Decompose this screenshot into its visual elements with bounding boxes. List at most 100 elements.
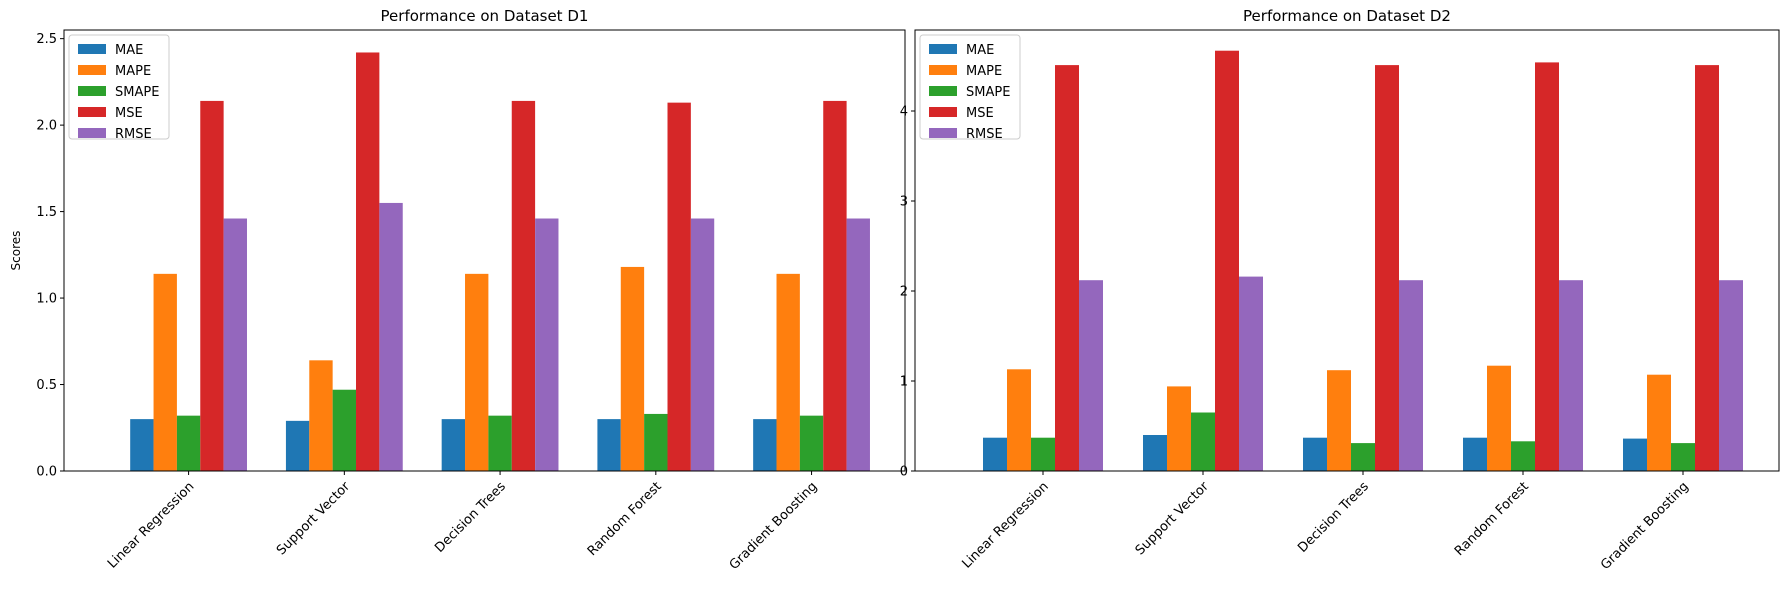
bar-mse-4 bbox=[1535, 62, 1559, 472]
bar-mse-5 bbox=[823, 100, 847, 471]
legend-swatch-smape bbox=[78, 86, 106, 96]
x-tick-label: Decision Trees bbox=[1295, 479, 1372, 556]
legend-label-mae: MAE bbox=[966, 43, 994, 58]
bar-mape-4 bbox=[1487, 365, 1511, 471]
bar-mse-2 bbox=[356, 52, 380, 471]
bar-mape-3 bbox=[465, 273, 489, 471]
bar-mse-3 bbox=[1375, 65, 1399, 471]
plot-frame bbox=[63, 29, 906, 472]
y-tick-label: 2.0 bbox=[36, 119, 57, 134]
bar-rmse-4 bbox=[690, 218, 715, 471]
bar-mape-2 bbox=[309, 360, 333, 471]
legend-label-mae: MAE bbox=[115, 43, 143, 58]
y-tick-label: 1.5 bbox=[36, 205, 57, 220]
legend-swatch-mape bbox=[78, 65, 106, 75]
chart-title: Performance on Dataset D2 bbox=[1243, 7, 1451, 25]
bar-mape-1 bbox=[153, 273, 177, 471]
bar-mae-3 bbox=[1303, 437, 1327, 471]
bar-mape-3 bbox=[1327, 370, 1351, 471]
bar-smape-1 bbox=[176, 415, 201, 471]
legend: MAE MAPE SMAPE MSE RMSE bbox=[68, 34, 170, 142]
legend-swatch-mse bbox=[929, 107, 957, 117]
bar-mse-1 bbox=[1055, 65, 1079, 471]
chart-title: Performance on Dataset D1 bbox=[381, 7, 589, 25]
legend-label-mse: MSE bbox=[966, 106, 994, 121]
bar-smape-4 bbox=[1511, 441, 1535, 471]
y-tick-label: 2.5 bbox=[36, 32, 57, 47]
y-tick-label: 4 bbox=[900, 105, 908, 120]
y-tick-label: 0.0 bbox=[36, 465, 57, 480]
bar-mape-5 bbox=[776, 273, 800, 471]
bar-rmse-3 bbox=[1399, 280, 1423, 471]
bar-mae-5 bbox=[753, 419, 777, 471]
y-tick-label: 1 bbox=[900, 375, 908, 390]
bar-mape-5 bbox=[1647, 374, 1671, 471]
legend-label-mape: MAPE bbox=[115, 64, 151, 79]
y-tick-label: 3 bbox=[900, 195, 908, 210]
legend-swatch-rmse bbox=[929, 128, 957, 138]
bar-rmse-4 bbox=[1559, 280, 1583, 471]
bar-rmse-1 bbox=[223, 218, 247, 471]
bar-rmse-3 bbox=[535, 218, 559, 471]
bar-rmse-2 bbox=[1239, 276, 1263, 471]
x-tick-label: Linear Regression bbox=[105, 479, 197, 571]
chart-panel-1: Performance on Dataset D1 Scores 0.0 0.5 1.0… bbox=[9, 7, 906, 573]
y-tick-label: 0.5 bbox=[36, 378, 57, 393]
legend-label-smape: SMAPE bbox=[115, 85, 159, 100]
bar-smape-3 bbox=[488, 415, 512, 471]
y-axis-label: Scores bbox=[9, 231, 23, 271]
y-tick-label: 1.0 bbox=[36, 292, 57, 307]
bar-mae-5 bbox=[1623, 438, 1647, 471]
bar-mse-3 bbox=[511, 100, 536, 471]
legend-label-smape: SMAPE bbox=[966, 85, 1010, 100]
legend-label-mse: MSE bbox=[115, 106, 143, 121]
bar-mae-1 bbox=[983, 437, 1007, 471]
bar-smape-2 bbox=[332, 389, 357, 471]
legend-label-rmse: RMSE bbox=[115, 127, 152, 142]
bar-smape-5 bbox=[1671, 443, 1695, 471]
bar-rmse-1 bbox=[1079, 280, 1103, 471]
bar-mae-2 bbox=[285, 420, 310, 471]
bar-mse-2 bbox=[1215, 50, 1239, 471]
x-tick-label: Gradient Boosting bbox=[727, 479, 821, 573]
bar-mape-2 bbox=[1167, 386, 1191, 471]
x-tick-label: Support Vector bbox=[274, 479, 354, 559]
bar-mae-4 bbox=[1463, 437, 1487, 471]
bar-smape-4 bbox=[644, 413, 668, 471]
bar-mse-4 bbox=[667, 102, 691, 471]
y-tick-label: 0 bbox=[900, 465, 908, 480]
legend-label-rmse: RMSE bbox=[966, 127, 1003, 142]
y-tick-label: 2 bbox=[900, 285, 908, 300]
x-tick-label: Decision Trees bbox=[432, 479, 509, 556]
bar-rmse-2 bbox=[379, 202, 403, 471]
bar-mae-3 bbox=[441, 419, 466, 471]
x-tick-label: Random Forest bbox=[585, 479, 665, 559]
legend-swatch-smape bbox=[929, 86, 957, 96]
bar-mse-5 bbox=[1695, 65, 1719, 471]
legend-label-mape: MAPE bbox=[966, 64, 1002, 79]
bar-rmse-5 bbox=[846, 218, 870, 471]
bar-smape-3 bbox=[1351, 443, 1375, 471]
bar-mse-1 bbox=[200, 100, 224, 471]
legend: MAE MAPE SMAPE MSE RMSE bbox=[919, 34, 1021, 142]
legend-swatch-mse bbox=[78, 107, 106, 117]
bar-smape-5 bbox=[799, 415, 824, 471]
bar-mae-4 bbox=[597, 419, 621, 471]
plot-frame bbox=[914, 29, 1780, 472]
bar-rmse-5 bbox=[1719, 280, 1743, 471]
x-tick-label: Linear Regression bbox=[959, 479, 1051, 571]
chart-panel-2: Performance on Dataset D2 0 1 2 3 4 Linear Reg… bbox=[900, 7, 1780, 573]
x-tick-label: Support Vector bbox=[1133, 479, 1213, 559]
legend-swatch-mape bbox=[929, 65, 957, 75]
bar-mae-2 bbox=[1143, 435, 1167, 471]
legend-swatch-mae bbox=[929, 44, 957, 54]
legend-swatch-rmse bbox=[78, 128, 106, 138]
bar-mape-4 bbox=[620, 266, 645, 471]
bar-mape-1 bbox=[1007, 369, 1031, 471]
bar-smape-1 bbox=[1031, 437, 1055, 471]
x-tick-label: Gradient Boosting bbox=[1598, 479, 1692, 573]
legend-swatch-mae bbox=[78, 44, 106, 54]
bar-smape-2 bbox=[1191, 412, 1215, 471]
